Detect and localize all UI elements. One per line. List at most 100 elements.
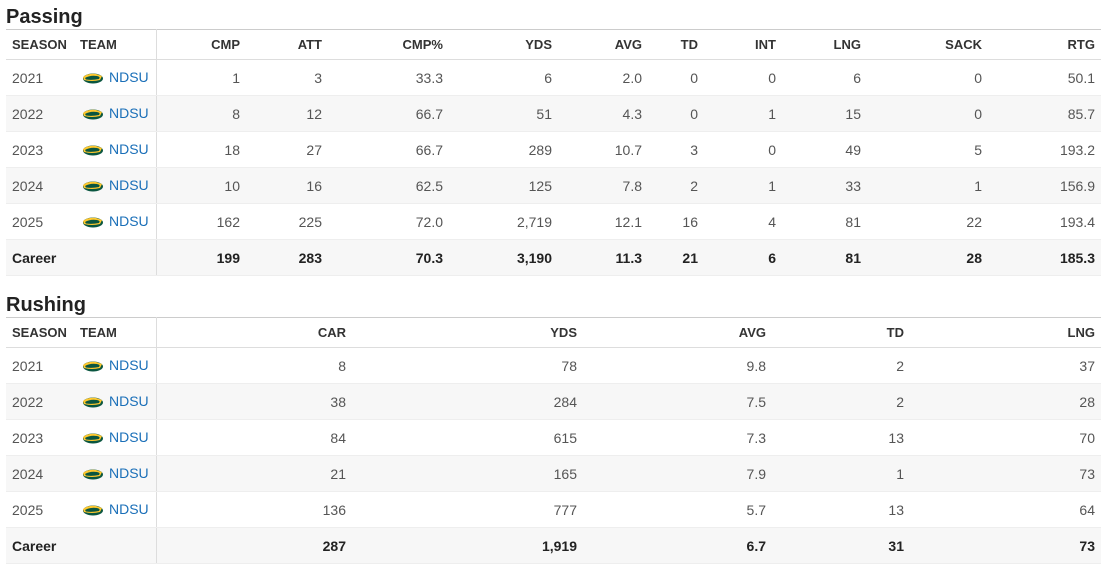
header-team[interactable]: TEAM: [74, 29, 157, 60]
avg-cell: 10.7: [558, 131, 648, 168]
car-cell: 84: [156, 419, 352, 456]
bison-logo-icon: [80, 143, 104, 157]
team-cell: [74, 527, 157, 564]
td-cell: 2: [772, 383, 910, 420]
team-link[interactable]: NDSU: [109, 465, 149, 482]
td-cell: 0: [648, 95, 704, 132]
career-row: Career 287 1,919 6.7 31 73: [6, 527, 1101, 564]
rtg-cell: 193.2: [988, 131, 1101, 168]
header-season[interactable]: SEASON: [6, 317, 74, 348]
career-cmp-cell: 199: [156, 239, 246, 276]
team-cell: NDSU: [74, 59, 157, 96]
sack-cell: 0: [867, 95, 988, 132]
td-cell: 0: [648, 59, 704, 96]
yds-cell: 289: [449, 131, 558, 168]
header-lng[interactable]: LNG: [782, 29, 867, 60]
team-link[interactable]: NDSU: [109, 501, 149, 518]
lng-cell: 15: [782, 95, 867, 132]
bison-logo-icon: [80, 71, 104, 85]
header-season[interactable]: SEASON: [6, 29, 74, 60]
lng-cell: 73: [910, 455, 1101, 492]
int-cell: 1: [704, 95, 782, 132]
team-link[interactable]: NDSU: [109, 393, 149, 410]
header-lng[interactable]: LNG: [910, 317, 1101, 348]
header-rtg[interactable]: RTG: [988, 29, 1101, 60]
table-row: 2022 NDSU 38 284 7.5 2 28: [6, 383, 1101, 420]
table-row: 2025 NDSU 162 225 72.0 2,719 12.1 16 4 81 22 193.4: [6, 203, 1101, 240]
lng-cell: 64: [910, 491, 1101, 528]
career-lng-cell: 81: [782, 239, 867, 276]
yds-cell: 6: [449, 59, 558, 96]
rtg-cell: 156.9: [988, 167, 1101, 204]
rushing-header-row: SEASON TEAM CAR YDS AVG TD LNG: [6, 317, 1101, 348]
sack-cell: 1: [867, 167, 988, 204]
avg-cell: 7.9: [583, 455, 772, 492]
cmp-pct-cell: 33.3: [328, 59, 449, 96]
career-cmp-pct-cell: 70.3: [328, 239, 449, 276]
team-link[interactable]: NDSU: [109, 429, 149, 446]
season-cell: 2024: [6, 455, 74, 492]
team-cell: NDSU: [74, 95, 157, 132]
bison-logo-icon: [80, 395, 104, 409]
yds-cell: 2,719: [449, 203, 558, 240]
avg-cell: 4.3: [558, 95, 648, 132]
lng-cell: 81: [782, 203, 867, 240]
season-cell: 2023: [6, 419, 74, 456]
career-yds-cell: 3,190: [449, 239, 558, 276]
team-link[interactable]: NDSU: [109, 69, 149, 86]
header-sack[interactable]: SACK: [867, 29, 988, 60]
cmp-cell: 18: [156, 131, 246, 168]
header-avg[interactable]: AVG: [583, 317, 772, 348]
season-cell: 2024: [6, 167, 74, 204]
header-car[interactable]: CAR: [156, 317, 352, 348]
team-cell: NDSU: [74, 455, 157, 492]
cmp-pct-cell: 66.7: [328, 131, 449, 168]
td-cell: 2: [648, 167, 704, 204]
career-yds-cell: 1,919: [352, 527, 583, 564]
table-row: 2021 NDSU 8 78 9.8 2 37: [6, 347, 1101, 384]
att-cell: 12: [246, 95, 328, 132]
team-cell: NDSU: [74, 167, 157, 204]
passing-table: SEASON TEAM CMP ATT CMP% YDS AVG TD INT …: [6, 29, 1101, 276]
season-cell: 2022: [6, 383, 74, 420]
header-yds[interactable]: YDS: [449, 29, 558, 60]
career-td-cell: 31: [772, 527, 910, 564]
header-int[interactable]: INT: [704, 29, 782, 60]
avg-cell: 7.3: [583, 419, 772, 456]
career-rtg-cell: 185.3: [988, 239, 1101, 276]
car-cell: 136: [156, 491, 352, 528]
career-label: Career: [6, 239, 74, 276]
rushing-body: 2021 NDSU 8 78 9.8 2 37 2022 NDSU 38 284 7.5 2 28 2023…: [6, 347, 1101, 564]
table-row: 2021 NDSU 1 3 33.3 6 2.0 0 0 6 0 50.1: [6, 59, 1101, 96]
team-cell: NDSU: [74, 383, 157, 420]
team-link[interactable]: NDSU: [109, 177, 149, 194]
team-link[interactable]: NDSU: [109, 105, 149, 122]
td-cell: 16: [648, 203, 704, 240]
table-row: 2024 NDSU 21 165 7.9 1 73: [6, 455, 1101, 492]
header-att[interactable]: ATT: [246, 29, 328, 60]
avg-cell: 9.8: [583, 347, 772, 384]
team-link[interactable]: NDSU: [109, 213, 149, 230]
header-avg[interactable]: AVG: [558, 29, 648, 60]
lng-cell: 49: [782, 131, 867, 168]
att-cell: 225: [246, 203, 328, 240]
table-row: 2022 NDSU 8 12 66.7 51 4.3 0 1 15 0 85.7: [6, 95, 1101, 132]
header-team[interactable]: TEAM: [74, 317, 157, 348]
header-cmp-pct[interactable]: CMP%: [328, 29, 449, 60]
header-td[interactable]: TD: [772, 317, 910, 348]
rushing-table: SEASON TEAM CAR YDS AVG TD LNG 2021 NDSU 8…: [6, 317, 1101, 564]
team-cell: NDSU: [74, 131, 157, 168]
header-td[interactable]: TD: [648, 29, 704, 60]
team-link[interactable]: NDSU: [109, 357, 149, 374]
header-cmp[interactable]: CMP: [156, 29, 246, 60]
season-cell: 2023: [6, 131, 74, 168]
table-row: 2024 NDSU 10 16 62.5 125 7.8 2 1 33 1 156.9: [6, 167, 1101, 204]
cmp-cell: 162: [156, 203, 246, 240]
career-avg-cell: 6.7: [583, 527, 772, 564]
td-cell: 13: [772, 491, 910, 528]
season-cell: 2025: [6, 491, 74, 528]
team-link[interactable]: NDSU: [109, 141, 149, 158]
team-cell: NDSU: [74, 491, 157, 528]
header-yds[interactable]: YDS: [352, 317, 583, 348]
cmp-pct-cell: 72.0: [328, 203, 449, 240]
